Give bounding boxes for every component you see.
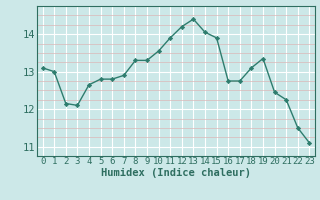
X-axis label: Humidex (Indice chaleur): Humidex (Indice chaleur): [101, 168, 251, 178]
